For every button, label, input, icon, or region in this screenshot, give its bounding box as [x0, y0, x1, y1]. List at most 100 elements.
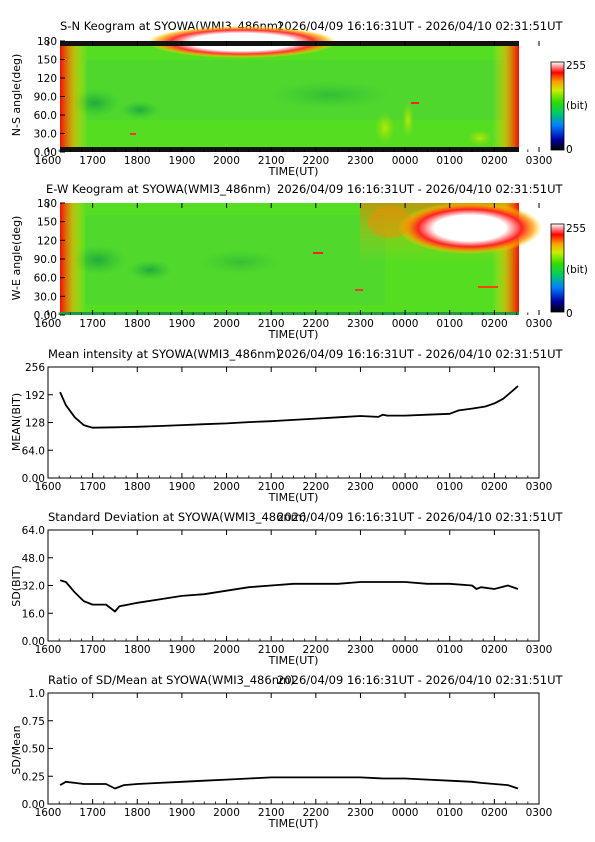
y-tick-label: 32.0 [22, 581, 45, 593]
y-tick-label: 60.0 [34, 273, 57, 285]
x-tick-label: 1800 [124, 155, 151, 167]
x-tick-label: 0000 [392, 807, 419, 819]
y-tick-label: 0.50 [22, 744, 45, 756]
y-tick-label: 0.00 [22, 799, 45, 811]
y-tick-label: 256 [25, 362, 45, 374]
sn-colorbar-min-label: 0 [566, 144, 573, 156]
y-tick-label: 0.00 [22, 473, 45, 485]
x-tick-label: 1900 [169, 318, 196, 330]
y-tick-label: 64.0 [22, 525, 45, 537]
y-tick-label: 48.0 [22, 553, 45, 565]
ew-keogram-ylabel: W-E angle(deg) [10, 216, 23, 301]
x-tick-label: 0200 [481, 644, 508, 656]
x-tick-label: 2000 [213, 155, 240, 167]
y-tick-label: 180 [37, 36, 57, 48]
y-tick-label: 128 [25, 418, 45, 430]
y-tick-label: 150 [37, 217, 57, 229]
sn-keogram-y-axis: N-S angle(deg) 0.00 30.0 60.0 90.0 120 150 180 [10, 36, 65, 159]
x-tick-label: 1900 [169, 155, 196, 167]
x-tick-label: 0100 [436, 807, 463, 819]
x-tick-label: 0200 [481, 481, 508, 493]
y-tick-label: 150 [37, 55, 57, 67]
sn-keogram-panel: S-N Keogram at SYOWA(WMI3_486nm) 2026/04… [10, 19, 588, 178]
x-tick-label: 0100 [436, 318, 463, 330]
x-tick-label: 2200 [302, 807, 329, 819]
x-tick-label: 2000 [213, 807, 240, 819]
mean-panel: Mean intensity at SYOWA(WMI3_486nm) 2026… [10, 347, 563, 504]
sn-keogram-ylabel: N-S angle(deg) [10, 54, 23, 137]
x-tick-label: 0100 [436, 644, 463, 656]
x-tick-label: 2300 [347, 318, 374, 330]
x-tick-label: 0000 [392, 318, 419, 330]
y-tick-label: 0.00 [22, 636, 45, 648]
sn-keogram-image [60, 26, 519, 152]
ew-colorbar-max-label: 255 [566, 223, 586, 235]
x-tick-label: 1600 [35, 807, 62, 819]
y-tick-label: 90.0 [34, 92, 57, 104]
x-tick-label: 2100 [258, 807, 285, 819]
x-tick-label: 2300 [347, 644, 374, 656]
y-tick-label: 0.25 [22, 771, 45, 783]
y-tick-label: 64.0 [22, 445, 45, 457]
sd-panel: Standard Deviation at SYOWA(WMI3_486nm) … [10, 510, 563, 667]
x-tick-label: 2100 [258, 155, 285, 167]
x-tick-label: 0000 [392, 644, 419, 656]
ew-keogram-panel: E-W Keogram at SYOWA(WMI3_486nm) 2026/04… [10, 182, 588, 341]
y-tick-label: 60.0 [34, 110, 57, 122]
ew-colorbar: 255 (bit) 0 [550, 223, 588, 320]
ew-colorbar-unit-label: (bit) [566, 264, 588, 276]
ratio-time-range: 2026/04/09 16:16:31UT - 2026/04/10 02:31… [277, 673, 563, 687]
x-tick-label: 1700 [79, 481, 106, 493]
x-tick-label: 2300 [347, 481, 374, 493]
x-tick-label: 1800 [124, 807, 151, 819]
x-tick-label: 2100 [258, 481, 285, 493]
x-tick-label: 2300 [347, 155, 374, 167]
y-tick-label: 16.0 [22, 608, 45, 620]
ratio-panel: Ratio of SD/Mean at SYOWA(WMI3_486nm) 20… [10, 673, 563, 830]
x-tick-label: 0300 [526, 807, 553, 819]
x-tick-label: 0300 [526, 318, 553, 330]
x-tick-label: 1900 [169, 807, 196, 819]
x-axis-label: TIME(UT) [268, 654, 319, 667]
y-tick-label: 30.0 [34, 129, 57, 141]
ew-keogram-y-axis: W-E angle(deg) 0.00 30.0 60.0 90.0 120 150 180 [10, 198, 65, 322]
sd-time-range: 2026/04/09 16:16:31UT - 2026/04/10 02:31… [277, 510, 563, 524]
y-tick-label: 0.00 [34, 310, 57, 322]
mean-time-range: 2026/04/09 16:16:31UT - 2026/04/10 02:31… [277, 347, 563, 361]
y-tick-label: 90.0 [34, 254, 57, 266]
x-tick-label: 0300 [526, 644, 553, 656]
x-tick-label: 0000 [392, 155, 419, 167]
y-tick-label: 192 [25, 390, 45, 402]
x-tick-label: 1600 [35, 481, 62, 493]
x-tick-label: 0300 [526, 155, 553, 167]
x-tick-label: 2300 [347, 807, 374, 819]
ew-colorbar-min-label: 0 [566, 308, 573, 320]
x-tick-label: 1800 [124, 318, 151, 330]
x-tick-label: 2000 [213, 481, 240, 493]
x-tick-label: 2000 [213, 644, 240, 656]
x-tick-label: 0200 [481, 155, 508, 167]
mean-plot-frame [47, 366, 540, 479]
y-tick-label: 180 [37, 198, 57, 210]
x-tick-label: 0200 [481, 318, 508, 330]
x-tick-label: 1700 [79, 155, 106, 167]
x-tick-label: 1600 [35, 644, 62, 656]
x-tick-label: 2200 [302, 155, 329, 167]
ratio-series-line [59, 776, 519, 790]
x-tick-label: 1800 [124, 644, 151, 656]
sn-colorbar-max-label: 255 [566, 60, 586, 72]
x-tick-label: 0100 [436, 155, 463, 167]
mean-series-line [59, 385, 519, 429]
x-tick-label: 2000 [213, 318, 240, 330]
x-tick-label: 2200 [302, 481, 329, 493]
y-tick-label: 1.0 [28, 688, 45, 700]
x-axis-label: TIME(UT) [268, 491, 319, 504]
y-tick-label: 120 [37, 73, 57, 85]
sd-title: Standard Deviation at SYOWA(WMI3_486nm) [48, 510, 306, 524]
x-tick-label: 0100 [436, 481, 463, 493]
x-tick-label: 1900 [169, 481, 196, 493]
ratio-plot-frame [47, 692, 540, 805]
sn-colorbar-unit-label: (bit) [566, 100, 588, 112]
ew-keogram-image [60, 202, 542, 315]
